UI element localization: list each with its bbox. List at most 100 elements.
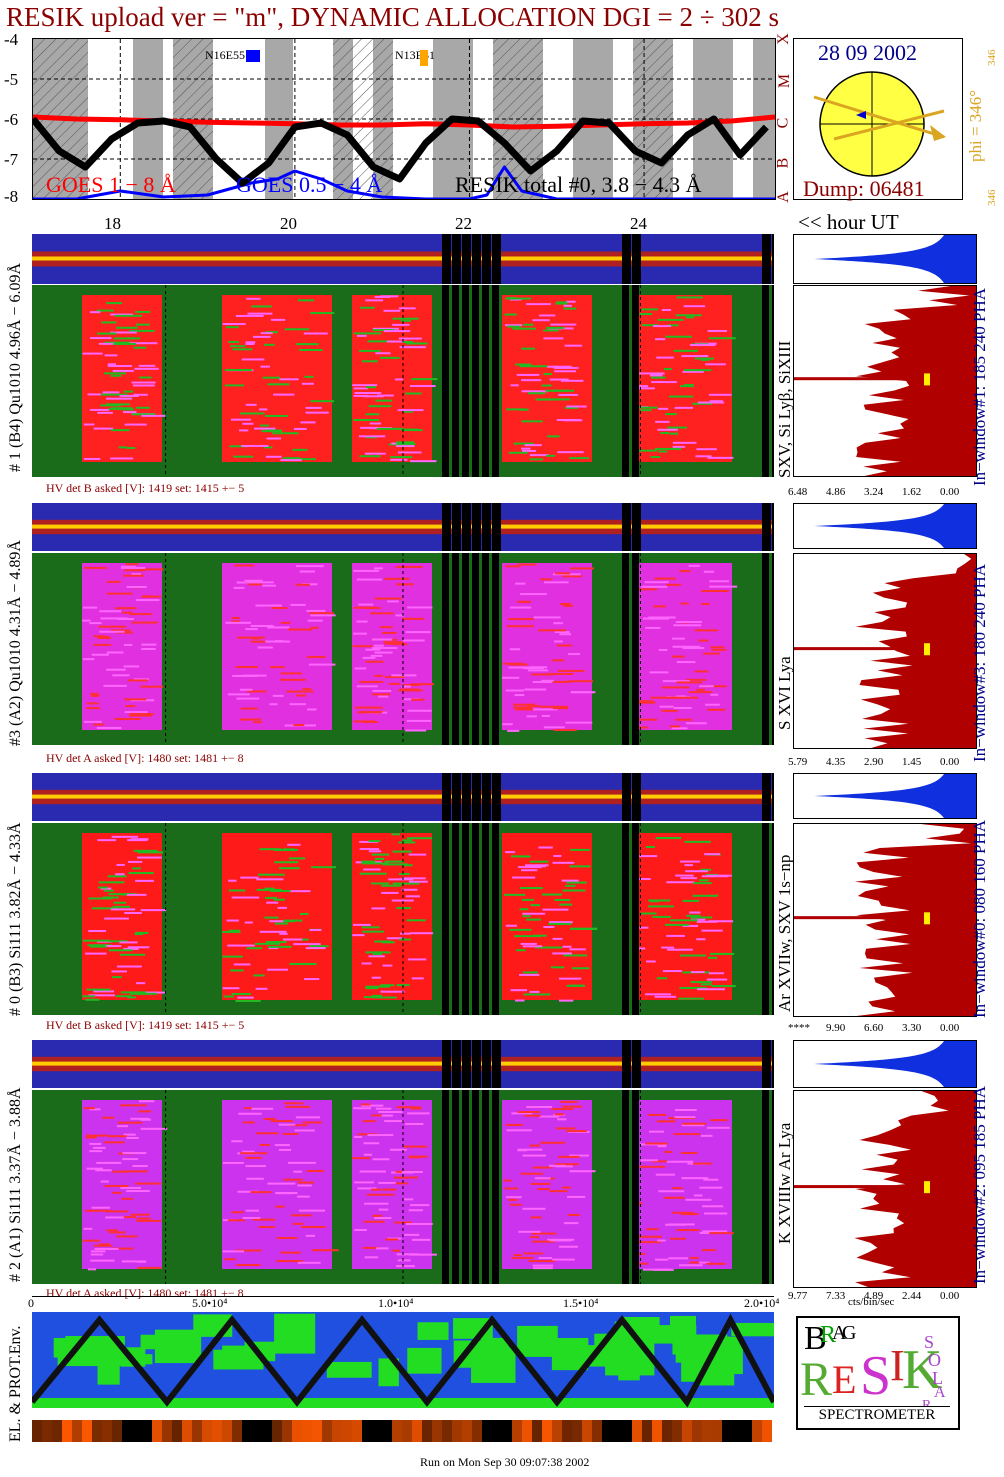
hour-tick: 22 bbox=[455, 214, 472, 233]
env-bar-cell bbox=[682, 1420, 692, 1442]
pha-plot bbox=[814, 1041, 976, 1087]
logo-letter: S bbox=[924, 1332, 935, 1352]
pha-scale-tick: 1.45 bbox=[902, 756, 922, 768]
chart-title: RESIK upload ver = "m", DYNAMIC ALLOCATI… bbox=[6, 2, 780, 32]
y-tick: -8 bbox=[4, 187, 19, 206]
line-profile bbox=[793, 823, 977, 1017]
env-bar-cell bbox=[132, 1420, 142, 1442]
pha-plot bbox=[814, 774, 976, 818]
env-bar-cell bbox=[242, 1420, 252, 1442]
logo-letter: O bbox=[928, 1350, 941, 1370]
y-tick: -4 bbox=[4, 30, 19, 49]
env-bar-cell bbox=[612, 1420, 622, 1442]
sun-panel bbox=[793, 38, 963, 200]
env-bar-cell bbox=[492, 1420, 502, 1442]
strip-plot bbox=[32, 773, 774, 821]
channel-label: #3 (A2) Qu1010 4.31Å − 4.89Å bbox=[7, 540, 24, 746]
env-bar-cell bbox=[552, 1420, 562, 1442]
channel-strip bbox=[32, 1040, 774, 1088]
goes-plot bbox=[33, 39, 775, 199]
env-bar-cell bbox=[292, 1420, 302, 1442]
env-bar-cell bbox=[532, 1420, 542, 1442]
logo-letter: A bbox=[832, 1322, 847, 1344]
env-bar-cell bbox=[82, 1420, 92, 1442]
env-bar-cell bbox=[342, 1420, 352, 1442]
series-line-2 bbox=[33, 115, 769, 187]
line-profile bbox=[793, 1090, 977, 1288]
channel-spectrogram bbox=[32, 823, 774, 1015]
logo-letter: R bbox=[922, 1398, 931, 1414]
logo-letter: R bbox=[800, 1353, 833, 1406]
pha-scale-tick: 7.33 bbox=[826, 1290, 846, 1302]
active-region-label: N16E55 bbox=[205, 48, 245, 62]
legend-resik-total: RESIK total #0, 3.8 − 4.3 Å bbox=[455, 172, 702, 197]
pha-scale-tick: 2.44 bbox=[902, 1290, 922, 1302]
hour-tick: 18 bbox=[104, 214, 121, 233]
logo-letter: I bbox=[890, 1341, 905, 1390]
env-bar-cell bbox=[472, 1420, 482, 1442]
class-letter: X bbox=[774, 33, 792, 45]
pha-scale-tick: 3.24 bbox=[864, 486, 884, 498]
channel-line-label: S XVI Lya bbox=[775, 656, 794, 730]
env-label: EL. & PROT.Env. bbox=[7, 1325, 24, 1442]
logo-letter: E bbox=[832, 1357, 857, 1402]
channel-spectrogram bbox=[32, 285, 774, 477]
phi-small: 346 bbox=[986, 49, 998, 67]
env-bar-cell bbox=[102, 1420, 112, 1442]
env-bar-cell bbox=[212, 1420, 222, 1442]
env-bar-cell bbox=[202, 1420, 212, 1442]
env-plot bbox=[32, 1313, 774, 1408]
env-bar-cell bbox=[302, 1420, 312, 1442]
env-bar-cell bbox=[642, 1420, 652, 1442]
env-bar-cell bbox=[32, 1420, 42, 1442]
env-bar-cell bbox=[692, 1420, 702, 1442]
env-bar-cell bbox=[662, 1420, 672, 1442]
channel-strip bbox=[32, 503, 774, 551]
pha-scale-tick: **** bbox=[788, 1022, 810, 1034]
env-bar-cell bbox=[42, 1420, 52, 1442]
line-profile bbox=[793, 285, 977, 477]
logo-letter: A bbox=[934, 1384, 946, 1401]
pha-plot bbox=[814, 504, 976, 548]
spectrogram-plot bbox=[82, 553, 774, 745]
footer: Run on Mon Sep 30 09:07:38 2002 bbox=[420, 1455, 590, 1469]
pha-scale-tick: 3.30 bbox=[902, 1022, 922, 1034]
env-bar-cell bbox=[52, 1420, 62, 1442]
flare-class-letters: X M C B A bbox=[774, 30, 794, 210]
pha-histogram bbox=[793, 234, 977, 284]
env-bar-cell bbox=[672, 1420, 682, 1442]
env-bar-cell bbox=[452, 1420, 462, 1442]
channel-spectrogram bbox=[32, 553, 774, 745]
pha-scale-tick: 9.77 bbox=[788, 1290, 808, 1302]
env-bar-cell bbox=[482, 1420, 492, 1442]
logo-letter: G bbox=[842, 1322, 857, 1344]
legend-goes-short: GOES 0.5 − 4 Å bbox=[236, 172, 383, 197]
env-bar-cell bbox=[62, 1420, 72, 1442]
env-bar-cell bbox=[582, 1420, 592, 1442]
env-bar-cell bbox=[172, 1420, 182, 1442]
env-bar-cell bbox=[562, 1420, 572, 1442]
pha-scale-tick: 0.00 bbox=[940, 1290, 960, 1302]
x-tick: 5.0•10⁴ bbox=[192, 1296, 228, 1310]
logo-letter: K bbox=[902, 1339, 943, 1401]
x-tick: 0 bbox=[28, 1296, 34, 1310]
env-bar-cell bbox=[632, 1420, 642, 1442]
pha-scale-tick: 0.00 bbox=[940, 1022, 960, 1034]
pha-plot bbox=[814, 235, 976, 283]
env-bar-cell bbox=[362, 1420, 372, 1442]
env-bar-cell bbox=[162, 1420, 172, 1442]
pha-scale-tick: 4.89 bbox=[864, 1290, 884, 1302]
resik-logo: B R A G R E S I K S O L A R SPECTROMETER bbox=[796, 1316, 960, 1430]
strip-plot bbox=[32, 234, 774, 284]
window-label: In−window#1: 185 240 PHA bbox=[970, 287, 989, 486]
pha-scale-tick: 0.00 bbox=[940, 756, 960, 768]
spectrogram-plot bbox=[82, 823, 774, 1015]
logo-spectrometer: SPECTROMETER bbox=[804, 1406, 950, 1424]
series-line-1 bbox=[33, 165, 775, 199]
channel-line-label: SXV, Si Lyβ, SiXIII bbox=[775, 340, 794, 478]
x-axis-line bbox=[32, 1296, 774, 1297]
pha-scale-tick: 1.62 bbox=[902, 486, 922, 498]
channel-label: # 1 (B4) Qu1010 4.96Å − 6.09Å bbox=[7, 262, 24, 472]
env-bar-cell bbox=[272, 1420, 282, 1442]
env-bar-cell bbox=[262, 1420, 272, 1442]
